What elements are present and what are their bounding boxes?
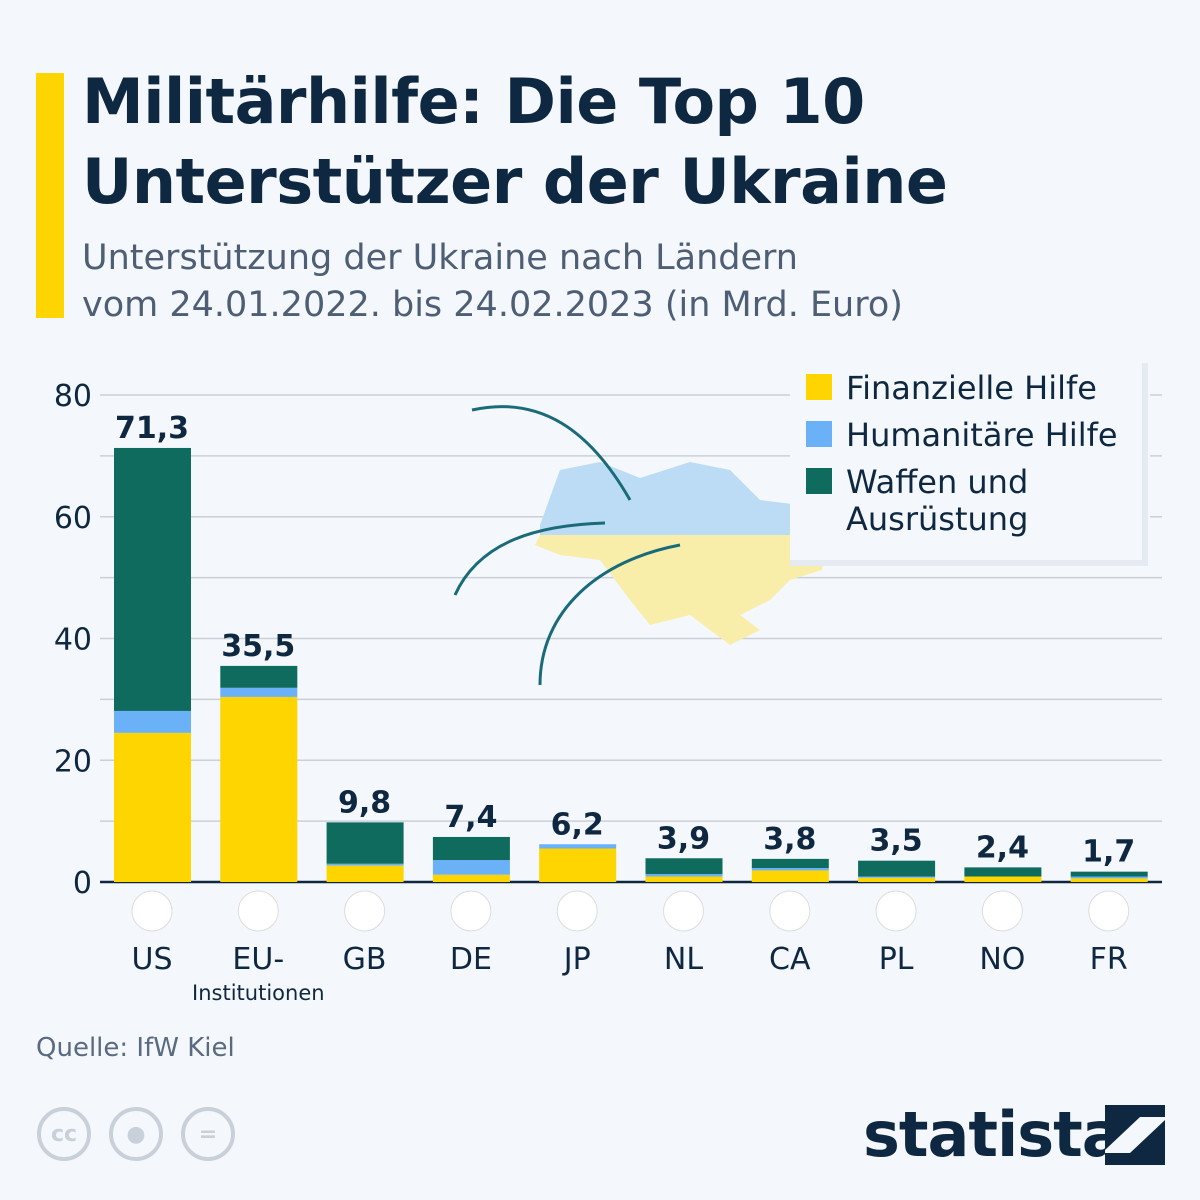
- ukraine-map-illustration: [453, 405, 828, 686]
- x-tick-label: EU-: [232, 942, 284, 977]
- arrow: [471, 405, 632, 501]
- y-tick-label: 0: [73, 866, 92, 901]
- bar-segment-financial: [1070, 878, 1148, 882]
- bar-segment-humanitarian: [1070, 876, 1148, 879]
- bar-segment-financial: [539, 848, 617, 882]
- x-tick-label: DE: [450, 942, 492, 977]
- subtitle: Unterstützung der Ukraine nach Ländern v…: [82, 235, 903, 329]
- total-label: 7,4: [444, 800, 497, 835]
- x-tick-sublabel: Institutionen: [192, 981, 325, 1005]
- bar-segment-financial: [326, 865, 404, 882]
- bar-segment-financial: [114, 732, 191, 882]
- bar-segment-financial: [964, 876, 1042, 882]
- flag-no-icon: [981, 890, 1023, 932]
- source-note: Quelle: IfW Kiel: [36, 1033, 235, 1063]
- bar-segment-humanitarian: [114, 710, 191, 733]
- x-tick-label: PL: [879, 942, 914, 977]
- y-tick-label: 40: [54, 623, 92, 658]
- subtitle-line-1: Unterstützung der Ukraine nach Ländern: [82, 238, 798, 278]
- legend-swatch: [806, 468, 832, 494]
- bar-segment-humanitarian: [220, 687, 298, 697]
- total-label: 2,4: [976, 830, 1029, 865]
- x-tick-label: CA: [769, 942, 811, 977]
- bar-segment-financial: [432, 874, 510, 882]
- page-title: Militärhilfe: Die Top 10 Unterstützer de…: [82, 62, 948, 222]
- bar-segment-humanitarian: [858, 876, 936, 878]
- bar-segment-weapons: [220, 665, 298, 688]
- legend-label: Finanzielle Hilfe: [846, 369, 1097, 407]
- bar-segment-humanitarian: [539, 844, 617, 849]
- bar-segment-financial: [751, 870, 829, 882]
- legend-label: Ausrüstung: [846, 500, 1028, 538]
- flag-de-icon: [450, 890, 492, 932]
- y-tick-label: 20: [54, 744, 92, 779]
- bar-segment-financial: [858, 877, 936, 882]
- bar-segment-humanitarian: [645, 874, 723, 877]
- total-label: 71,3: [115, 411, 189, 446]
- statista-logo-mark-icon: [1105, 1105, 1165, 1165]
- legend-swatch: [806, 374, 832, 400]
- subtitle-line-2: vom 24.01.2022. bis 24.02.2023 (in Mrd. …: [82, 285, 903, 325]
- bar-segment-weapons: [114, 447, 191, 711]
- flag-fr-icon: [1088, 890, 1130, 932]
- legend-label: Humanitäre Hilfe: [846, 416, 1118, 454]
- x-tick-label: US: [131, 942, 172, 977]
- bar-segment-weapons: [751, 858, 829, 868]
- title-accent-bar: [36, 73, 64, 318]
- bar-segment-weapons: [858, 860, 936, 877]
- cc-icon: cc: [37, 1107, 91, 1161]
- flag-ca-icon: [769, 890, 811, 932]
- flag-jp-icon: [556, 890, 598, 932]
- bar-segment-humanitarian: [432, 860, 510, 875]
- total-label: 6,2: [551, 807, 604, 842]
- bar-segment-weapons: [1070, 871, 1148, 877]
- x-tick-label: NO: [979, 942, 1025, 977]
- x-tick-label: JP: [562, 942, 591, 977]
- bar-segment-humanitarian: [751, 867, 829, 871]
- flag-us-icon: [131, 890, 173, 932]
- x-tick-label: GB: [343, 942, 387, 977]
- title-line-1: Militärhilfe: Die Top 10: [82, 65, 865, 138]
- noderivs-icon: =: [181, 1107, 235, 1161]
- bar-segment-weapons: [326, 822, 404, 864]
- total-label: 9,8: [338, 785, 391, 820]
- bar-segment-humanitarian: [326, 863, 404, 866]
- total-label: 1,7: [1082, 835, 1135, 870]
- legend-label: Waffen und: [846, 463, 1028, 501]
- title-line-2: Unterstützer der Ukraine: [82, 145, 948, 218]
- flag-eu-icon: [237, 890, 279, 932]
- total-label: 3,9: [657, 821, 710, 856]
- attribution-icon: ●: [109, 1107, 163, 1161]
- bar-segment-financial: [220, 696, 298, 882]
- flag-pl-icon: [875, 890, 917, 932]
- flag-gb-icon: [344, 890, 386, 932]
- bar-segment-weapons: [645, 858, 723, 875]
- total-label: 3,5: [870, 824, 923, 859]
- statista-logo: statista: [863, 1098, 1124, 1171]
- legend-swatch: [806, 421, 832, 447]
- total-label: 3,8: [763, 822, 816, 857]
- bar-segment-weapons: [432, 836, 510, 861]
- y-tick-label: 60: [54, 501, 92, 536]
- bar-segment-financial: [645, 876, 723, 882]
- y-tick-label: 80: [54, 379, 92, 414]
- x-tick-label: NL: [664, 942, 703, 977]
- bar-segment-weapons: [964, 867, 1042, 877]
- flag-nl-icon: [663, 890, 704, 932]
- total-label: 35,5: [221, 629, 295, 664]
- x-tick-label: FR: [1090, 942, 1128, 977]
- legend: Finanzielle Hilfe Humanitäre Hilfe Waffen …: [790, 363, 1150, 566]
